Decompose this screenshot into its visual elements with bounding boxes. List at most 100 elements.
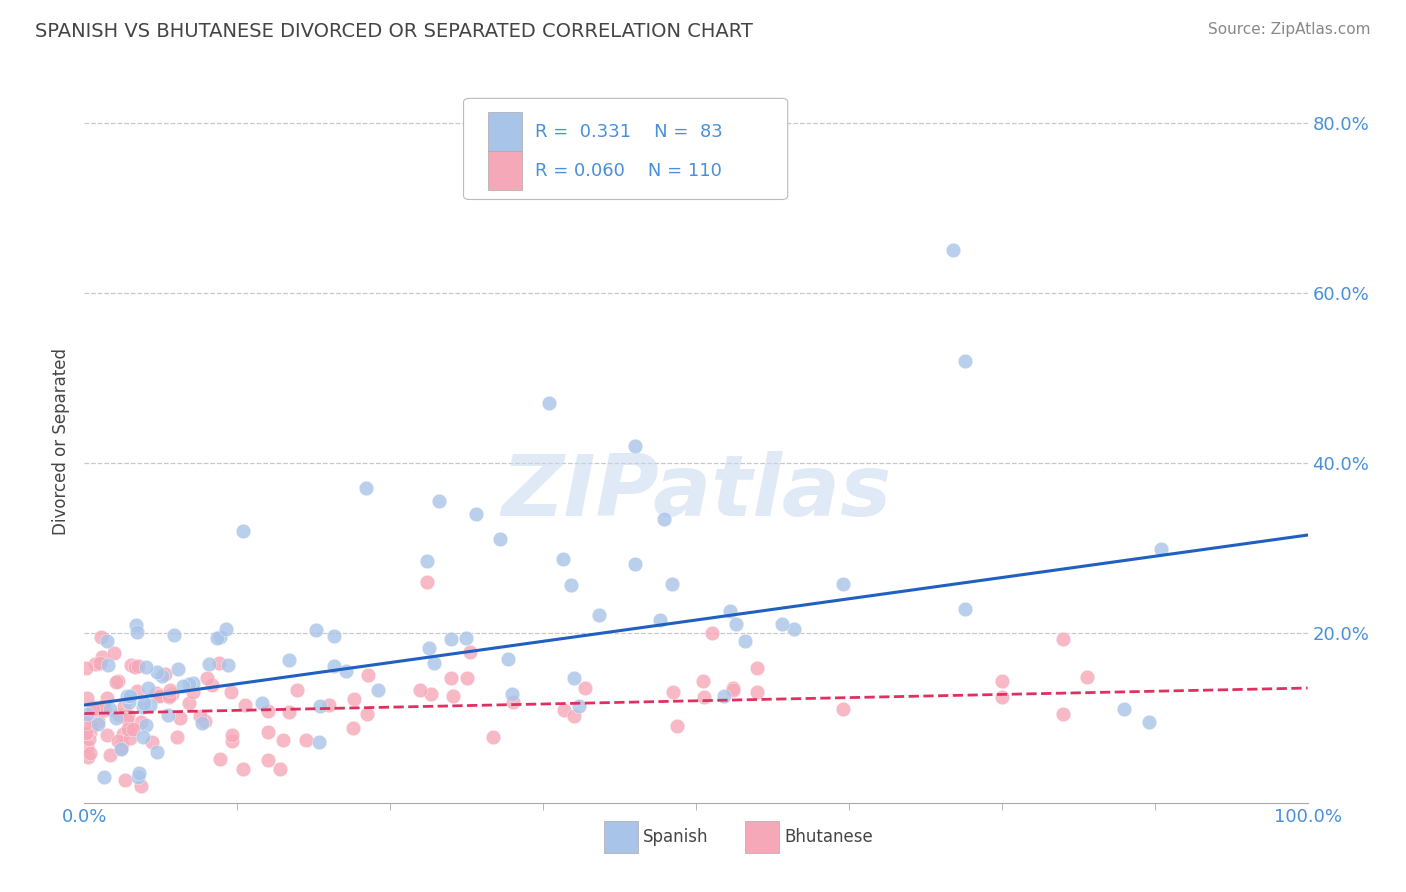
- Point: [416, 574, 439, 589]
- Point: [482, 730, 505, 744]
- Point: [747, 661, 769, 675]
- Point: [205, 632, 228, 646]
- Point: [132, 699, 155, 714]
- Point: [188, 709, 211, 723]
- Point: [117, 708, 139, 723]
- Point: [496, 652, 519, 666]
- Point: [157, 689, 180, 703]
- Point: [208, 751, 231, 765]
- Point: [82, 700, 104, 714]
- Point: [367, 683, 389, 698]
- Point: [783, 622, 806, 636]
- Point: [118, 690, 141, 705]
- Point: [76, 690, 98, 705]
- Point: [148, 689, 170, 703]
- Point: [650, 613, 672, 627]
- Point: [560, 578, 582, 592]
- Point: [124, 659, 146, 673]
- Point: [93, 770, 115, 784]
- Point: [195, 671, 218, 685]
- Point: [1052, 706, 1074, 721]
- Point: [423, 656, 446, 670]
- Point: [343, 691, 366, 706]
- Point: [456, 672, 478, 686]
- Point: [219, 685, 242, 699]
- Point: [76, 706, 98, 721]
- Point: [721, 681, 744, 695]
- Point: [112, 698, 135, 713]
- Point: [662, 684, 685, 698]
- Point: [221, 728, 243, 742]
- Text: Bhutanese: Bhutanese: [785, 829, 873, 847]
- Point: [942, 244, 965, 258]
- Point: [160, 688, 183, 702]
- Point: [75, 716, 97, 731]
- Point: [79, 725, 101, 739]
- Point: [221, 733, 243, 747]
- FancyBboxPatch shape: [488, 112, 522, 153]
- Point: [420, 687, 443, 701]
- Point: [157, 690, 180, 704]
- Point: [121, 722, 143, 736]
- Point: [75, 661, 97, 675]
- Point: [665, 718, 688, 732]
- Point: [257, 753, 280, 767]
- Point: [574, 681, 596, 695]
- Point: [181, 676, 204, 690]
- Point: [79, 746, 101, 760]
- Point: [724, 617, 747, 632]
- Point: [100, 747, 122, 762]
- Point: [136, 681, 159, 696]
- Point: [285, 682, 308, 697]
- Point: [194, 714, 217, 729]
- Point: [991, 690, 1014, 704]
- Point: [76, 725, 98, 739]
- Point: [257, 704, 280, 718]
- Point: [1137, 714, 1160, 729]
- Point: [107, 673, 129, 688]
- Point: [624, 557, 647, 571]
- Point: [713, 690, 735, 704]
- Point: [145, 686, 167, 700]
- Point: [111, 727, 134, 741]
- Point: [440, 671, 463, 685]
- Point: [87, 714, 110, 729]
- FancyBboxPatch shape: [488, 151, 522, 191]
- Point: [232, 762, 254, 776]
- Point: [89, 657, 111, 671]
- Point: [409, 683, 432, 698]
- Point: [115, 689, 138, 703]
- Point: [693, 690, 716, 705]
- Point: [191, 716, 214, 731]
- Point: [118, 694, 141, 708]
- Point: [277, 706, 299, 720]
- Text: Source: ZipAtlas.com: Source: ZipAtlas.com: [1208, 22, 1371, 37]
- Point: [153, 667, 176, 681]
- Point: [734, 634, 756, 648]
- Point: [308, 735, 330, 749]
- Point: [318, 698, 340, 712]
- Point: [107, 734, 129, 748]
- Point: [953, 353, 976, 368]
- Point: [252, 696, 274, 710]
- Point: [167, 662, 190, 676]
- Point: [747, 685, 769, 699]
- Point: [105, 675, 128, 690]
- Point: [323, 629, 346, 643]
- Point: [87, 716, 110, 731]
- Point: [94, 702, 117, 716]
- Point: [1114, 702, 1136, 716]
- Point: [661, 577, 683, 591]
- Point: [103, 646, 125, 660]
- Point: [128, 766, 150, 780]
- Point: [489, 533, 512, 547]
- Point: [991, 673, 1014, 688]
- Point: [831, 577, 853, 591]
- Point: [96, 728, 118, 742]
- Point: [114, 772, 136, 787]
- FancyBboxPatch shape: [745, 821, 779, 854]
- Point: [96, 633, 118, 648]
- Point: [553, 551, 575, 566]
- Point: [107, 708, 129, 723]
- Point: [118, 689, 141, 703]
